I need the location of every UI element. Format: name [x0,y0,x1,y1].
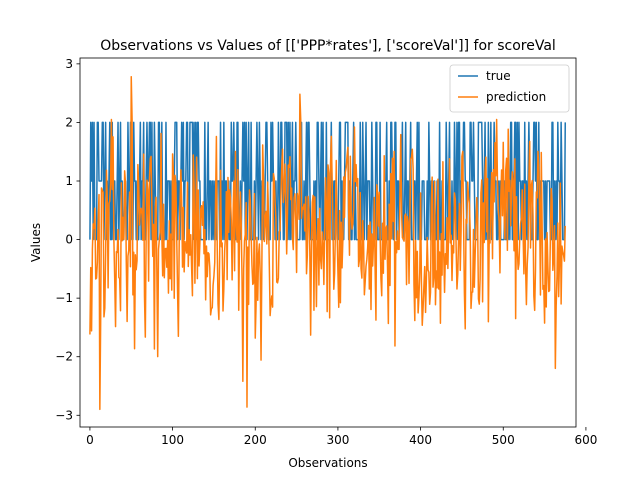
x-tick-label: 100 [161,433,184,447]
axes: 0 100 200 300 400 500 600 −3 −2 −1 0 1 2 3 [55,57,597,447]
plot-area [89,75,566,411]
x-tick-label: 500 [492,433,515,447]
chart-title: Observations vs Values of [['PPP*rates']… [100,38,556,54]
y-tick-label: −2 [55,350,73,364]
legend: true prediction [449,64,570,113]
legend-box [449,64,570,113]
series-line-prediction [89,75,566,411]
x-tick-label: 300 [326,433,349,447]
legend-label-true: true [486,69,511,83]
y-tick-label: 1 [65,174,73,188]
axes-frame [79,57,577,428]
x-tick-label: 400 [409,433,432,447]
x-tick-label: 200 [244,433,267,447]
y-tick-label: −1 [55,291,73,305]
y-axis-label: Values [29,223,43,262]
x-axis-label: Observations [288,456,367,470]
x-tick-label: 0 [86,433,94,447]
legend-label-prediction: prediction [486,90,546,104]
x-tick-label: 600 [574,433,597,447]
y-tick-label: −3 [55,408,73,422]
y-tick-label: 2 [65,115,73,129]
y-tick-label: 0 [65,233,73,247]
y-tick-label: 3 [65,57,73,71]
